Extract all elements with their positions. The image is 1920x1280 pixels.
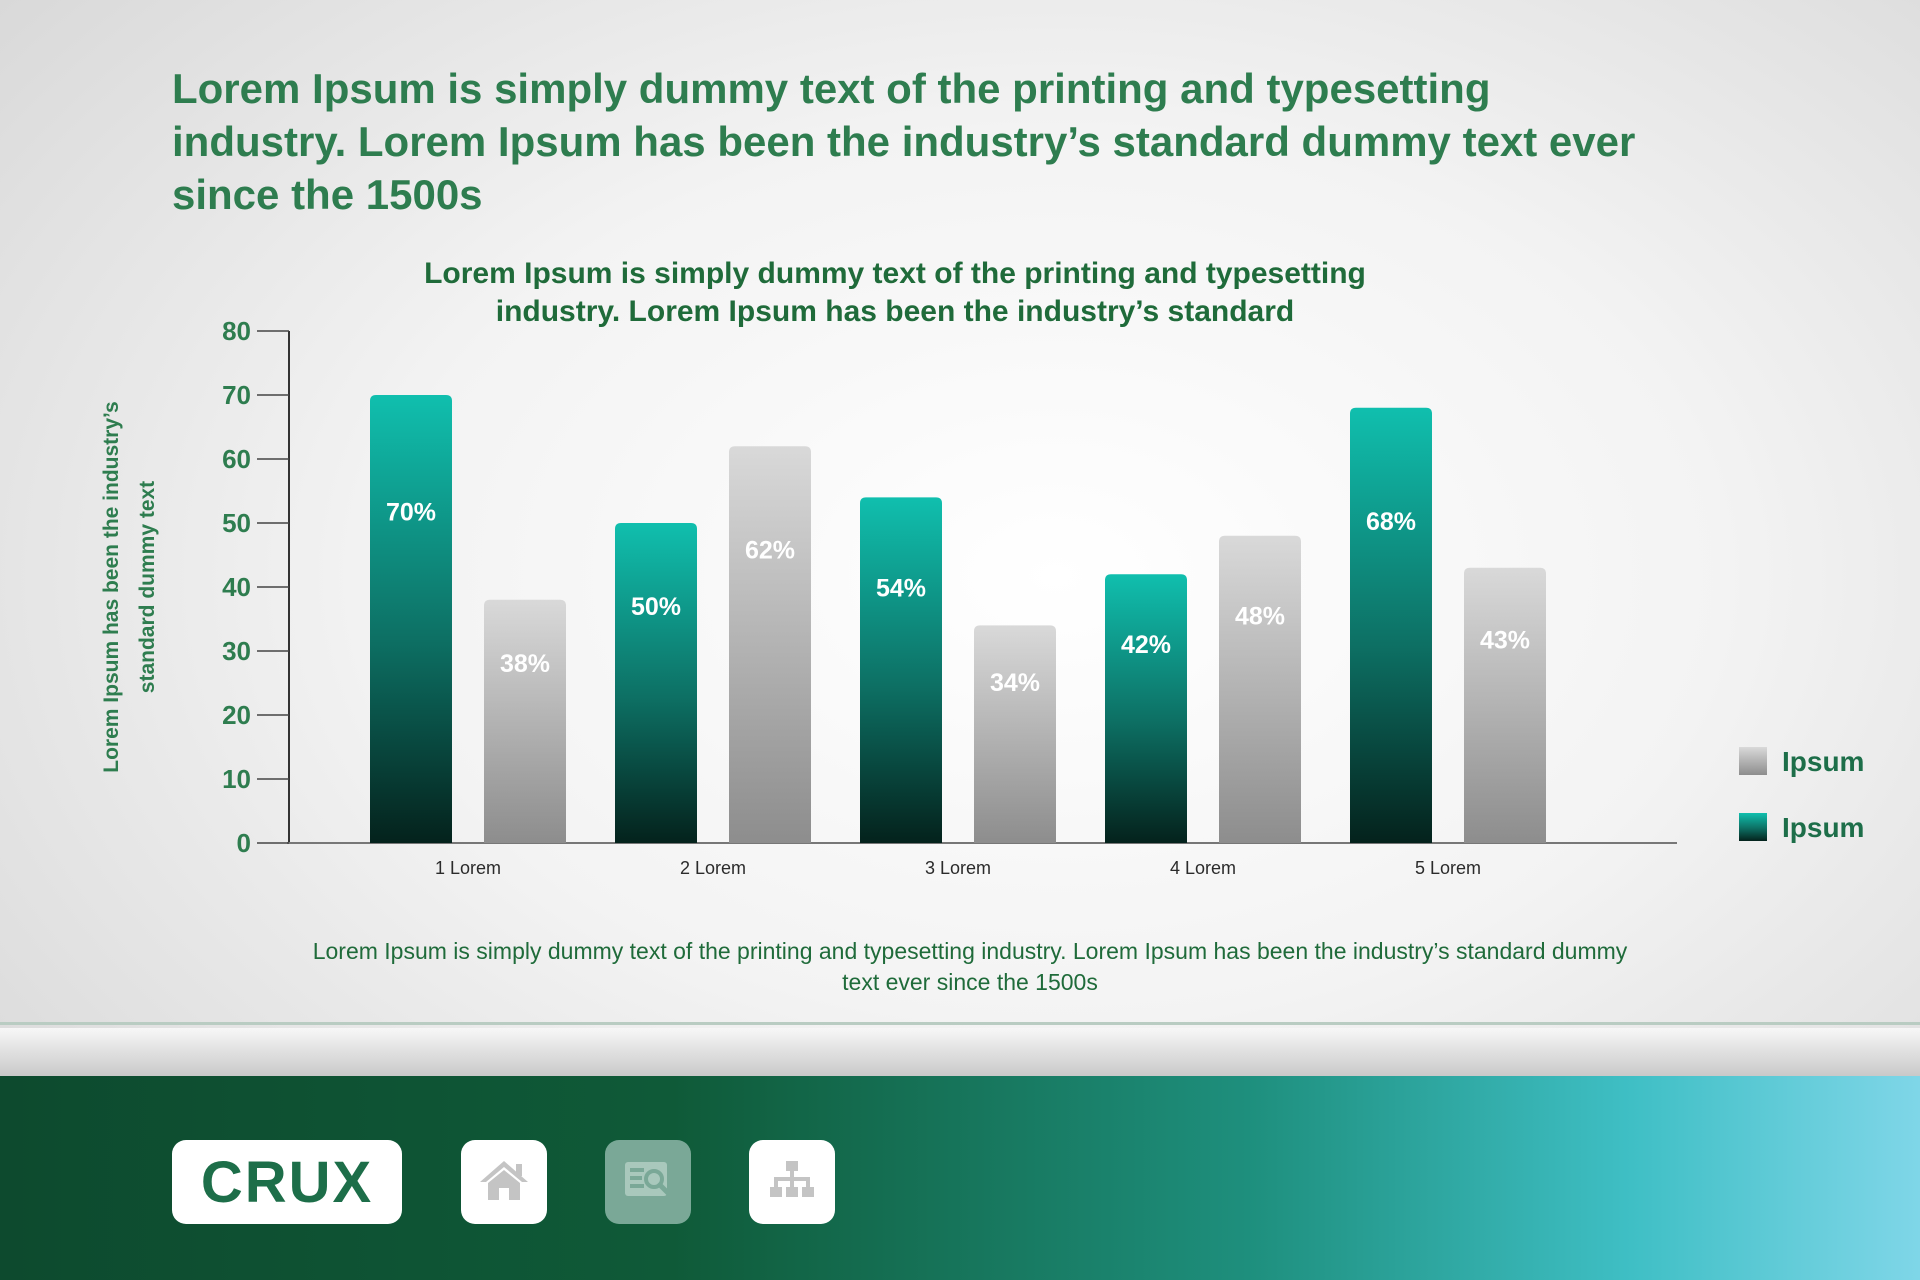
bar	[1219, 535, 1301, 843]
home-icon	[478, 1158, 530, 1207]
search-document-icon	[621, 1158, 675, 1207]
x-tick-label: 4 Lorem	[1170, 858, 1236, 878]
bar	[860, 497, 942, 843]
legend-swatch	[1739, 747, 1767, 775]
y-tick-label: 30	[222, 636, 251, 666]
bar-value-label: 43%	[1480, 626, 1530, 654]
bar	[1464, 567, 1546, 843]
bar-value-label: 42%	[1121, 631, 1171, 659]
chart-title-line: industry. Lorem Ipsum has been the indus…	[496, 295, 1295, 328]
bar	[370, 395, 452, 843]
y-tick-label: 0	[237, 828, 251, 858]
bar-value-label: 48%	[1235, 603, 1285, 631]
legend-label: Ipsum	[1782, 812, 1864, 843]
bar	[615, 523, 697, 843]
x-tick-label: 1 Lorem	[435, 858, 501, 878]
sitemap-icon	[767, 1158, 817, 1207]
bar	[729, 446, 811, 843]
x-tick-label: 2 Lorem	[680, 858, 746, 878]
bar-value-label: 54%	[876, 574, 926, 602]
bar-value-label: 34%	[990, 669, 1040, 697]
bar	[1105, 574, 1187, 843]
legend-label: Ipsum	[1782, 746, 1864, 777]
bar-value-label: 38%	[500, 650, 550, 678]
y-tick-label: 20	[222, 700, 251, 730]
y-tick-label: 40	[222, 572, 251, 602]
page-headline: Lorem Ipsum is simply dummy text of the …	[172, 65, 1636, 218]
x-tick-label: 5 Lorem	[1415, 858, 1481, 878]
bar-chart: Lorem Ipsum is simply dummy text of the …	[100, 257, 1864, 878]
bar-value-label: 68%	[1366, 508, 1416, 536]
search-document-button[interactable]	[605, 1140, 691, 1224]
bar	[974, 625, 1056, 843]
legend-swatch	[1739, 813, 1767, 841]
y-tick-label: 10	[222, 764, 251, 794]
y-tick-label: 70	[222, 380, 251, 410]
home-button[interactable]	[461, 1140, 547, 1224]
chart-title-line: Lorem Ipsum is simply dummy text of the …	[424, 257, 1366, 290]
y-axis-label-line: standard dummy text	[136, 481, 159, 693]
bar	[484, 599, 566, 843]
chart-caption: Lorem Ipsum is simply dummy text of the …	[312, 938, 1628, 995]
bar	[1350, 407, 1432, 843]
divider-line	[0, 1022, 1920, 1025]
y-axis-label-line: Lorem Ipsum has been the industry’s	[100, 401, 123, 772]
bar-value-label: 50%	[631, 593, 681, 621]
sitemap-button[interactable]	[749, 1140, 835, 1224]
bar-value-label: 62%	[745, 536, 795, 564]
crux-logo[interactable]: CRUX	[172, 1140, 402, 1224]
y-tick-label: 80	[222, 316, 251, 346]
footer-separator-band	[0, 1028, 1920, 1076]
y-tick-label: 60	[222, 444, 251, 474]
y-tick-label: 50	[222, 508, 251, 538]
x-tick-label: 3 Lorem	[925, 858, 991, 878]
bar-value-label: 70%	[386, 498, 436, 526]
